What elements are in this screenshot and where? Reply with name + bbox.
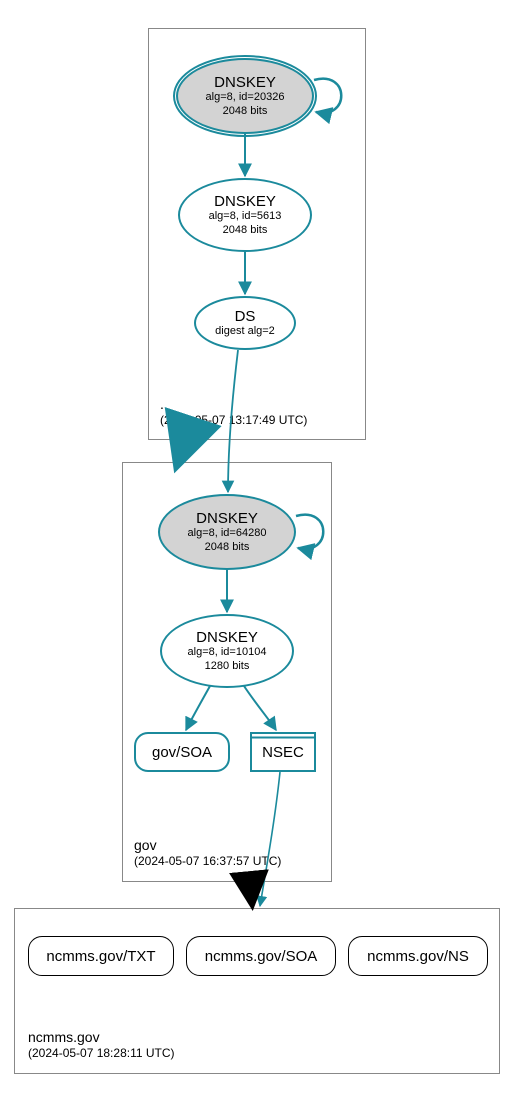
zone-gov-name: gov — [134, 836, 281, 854]
gov-ksk-line3: 2048 bits — [205, 541, 250, 554]
gov-zsk-line3: 1280 bits — [205, 660, 250, 673]
root-zsk-title: DNSKEY — [214, 193, 276, 210]
ncmms-txt-label: ncmms.gov/TXT — [46, 948, 155, 965]
zone-ncmms-ts: (2024-05-07 18:28:11 UTC) — [28, 1046, 175, 1062]
gov-ksk-node: DNSKEY alg=8, id=64280 2048 bits — [158, 494, 296, 570]
root-ds-title: DS — [235, 308, 256, 325]
gov-ksk-title: DNSKEY — [196, 510, 258, 527]
root-zsk-node: DNSKEY alg=8, id=5613 2048 bits — [178, 178, 312, 252]
gov-soa-node: gov/SOA — [134, 732, 230, 772]
zone-gov-ts: (2024-05-07 16:37:57 UTC) — [134, 854, 281, 870]
ncmms-soa-label: ncmms.gov/SOA — [205, 948, 318, 965]
root-ksk-line2: alg=8, id=20326 — [206, 91, 285, 104]
ncmms-ns-node: ncmms.gov/NS — [348, 936, 488, 976]
zone-ncmms-name: ncmms.gov — [28, 1028, 175, 1046]
zone-root-ts: (2024-05-07 13:17:49 UTC) — [160, 413, 307, 429]
gov-ksk-line2: alg=8, id=64280 — [188, 527, 267, 540]
gov-zsk-node: DNSKEY alg=8, id=10104 1280 bits — [160, 614, 294, 688]
edge-gov-to-ncmms-zone — [250, 882, 252, 903]
nsec-label: NSEC — [262, 744, 304, 761]
zone-gov-label: gov (2024-05-07 16:37:57 UTC) — [134, 836, 281, 870]
edge-root-to-gov-zone — [178, 440, 185, 462]
root-zsk-line2: alg=8, id=5613 — [209, 210, 282, 223]
zone-ncmms-label: ncmms.gov (2024-05-07 18:28:11 UTC) — [28, 1028, 175, 1062]
root-zsk-line3: 2048 bits — [223, 224, 268, 237]
nsec-node: NSEC — [250, 732, 316, 772]
zone-root-name: . — [160, 395, 307, 413]
ncmms-soa-node: ncmms.gov/SOA — [186, 936, 336, 976]
root-ksk-line3: 2048 bits — [223, 105, 268, 118]
gov-zsk-title: DNSKEY — [196, 629, 258, 646]
root-ds-node: DS digest alg=2 — [194, 296, 296, 350]
gov-soa-label: gov/SOA — [152, 744, 212, 761]
root-ksk-node: DNSKEY alg=8, id=20326 2048 bits — [176, 58, 314, 134]
root-ds-line2: digest alg=2 — [215, 325, 275, 338]
ncmms-txt-node: ncmms.gov/TXT — [28, 936, 174, 976]
gov-zsk-line2: alg=8, id=10104 — [188, 646, 267, 659]
root-ksk-title: DNSKEY — [214, 74, 276, 91]
ncmms-ns-label: ncmms.gov/NS — [367, 948, 469, 965]
zone-root-label: . (2024-05-07 13:17:49 UTC) — [160, 395, 307, 429]
